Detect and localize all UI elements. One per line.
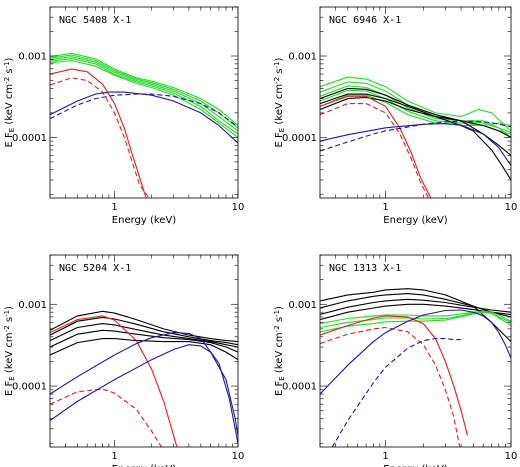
panel-ngc-5408-x-1: 1 10 0.0001 0.001 NGC 5408 X-1 Energy (keV) E …	[3, 6, 245, 226]
panel-ngc-1313-x-1: 1 10 0.0001 0.001 NGC 1313 X-1 Energy (keV) E …	[273, 254, 518, 467]
series-line-8	[50, 93, 238, 128]
y-tick-label: 0.0001	[12, 382, 47, 393]
x-tick-label: 10	[505, 202, 518, 213]
series-line-6	[320, 311, 511, 333]
series-line-4	[50, 52, 238, 126]
series-line-2	[50, 56, 238, 132]
panel-title: NGC 6946 X-1	[329, 15, 401, 26]
series-line-10	[320, 122, 511, 166]
curves	[320, 76, 511, 198]
x-tick-label: 1	[382, 202, 388, 213]
x-tick-label: 10	[505, 451, 518, 462]
y-tick-label: 0.0001	[282, 382, 317, 393]
plot-frame	[49, 254, 239, 448]
y-tick-label: 0.0001	[282, 133, 317, 144]
series-line-0	[320, 288, 511, 342]
plot-frame	[319, 254, 512, 448]
plot-frame	[319, 6, 512, 199]
x-axis-label: Energy (keV)	[383, 464, 448, 467]
series-line-4	[320, 94, 511, 127]
panel-title: NGC 5408 X-1	[59, 15, 131, 26]
series-line-7	[50, 344, 238, 436]
series-line-7	[320, 315, 469, 436]
y-tick-label: 0.001	[18, 52, 47, 63]
series-line-8	[50, 332, 238, 444]
series-line-5	[320, 93, 511, 181]
series-line-6	[320, 87, 511, 156]
series-line-5	[50, 68, 147, 198]
series-line-9	[320, 103, 429, 198]
series-line-9	[320, 309, 511, 395]
curves	[320, 288, 511, 447]
series-line-8	[320, 326, 461, 447]
panel-ngc-5204-x-1: 1 10 0.0001 0.001 NGC 5204 X-1 Energy (keV) E …	[3, 254, 245, 467]
series-line-7	[50, 91, 238, 144]
y-tick-label: 0.001	[18, 300, 47, 311]
series-line-0	[320, 76, 511, 132]
y-tick-label: 0.001	[288, 300, 317, 311]
y-tick-label: 0.0001	[12, 133, 47, 144]
x-axis-label: Energy (keV)	[383, 215, 448, 226]
curves	[50, 310, 238, 447]
panel-title: NGC 5204 X-1	[59, 263, 131, 274]
series-line-6	[50, 388, 162, 447]
y-axis-label: E FE (keV cm-2 s-1)	[273, 57, 286, 147]
panel-ngc-6946-x-1: 1 10 0.0001 0.001 NGC 6946 X-1 Energy (keV) E …	[273, 6, 518, 226]
series-line-3	[50, 54, 238, 129]
series-line-4	[50, 338, 238, 361]
x-axis-label: Energy (keV)	[112, 215, 177, 226]
x-tick-label: 1	[382, 451, 388, 462]
series-line-10	[331, 338, 462, 447]
y-axis-label: E FE (keV cm-2 s-1)	[273, 306, 286, 396]
x-tick-label: 10	[232, 451, 245, 462]
series-line-3	[50, 329, 238, 353]
series-line-1	[320, 293, 511, 318]
series-line-8	[320, 95, 432, 198]
panel-title: NGC 1313 X-1	[329, 263, 401, 274]
x-tick-label: 1	[111, 202, 117, 213]
x-tick-label: 10	[232, 202, 245, 213]
series-line-2	[50, 323, 238, 348]
plot-frame	[49, 6, 239, 199]
series-line-5	[50, 315, 178, 447]
curves	[50, 52, 238, 198]
series-line-7	[320, 96, 511, 138]
series-line-11	[320, 120, 511, 152]
x-axis-label: Energy (keV)	[112, 464, 177, 467]
y-axis-label: E FE (keV cm-2 s-1)	[3, 306, 16, 396]
series-line-2	[320, 298, 511, 316]
series-line-6	[50, 77, 150, 198]
series-line-5	[320, 310, 511, 325]
y-tick-label: 0.001	[288, 52, 317, 63]
series-line-1	[50, 316, 238, 346]
series-line-0	[50, 59, 238, 138]
y-axis-label: E FE (keV cm-2 s-1)	[3, 57, 16, 147]
series-line-0	[50, 310, 238, 343]
series-line-1	[50, 58, 238, 135]
x-tick-label: 1	[111, 451, 117, 462]
